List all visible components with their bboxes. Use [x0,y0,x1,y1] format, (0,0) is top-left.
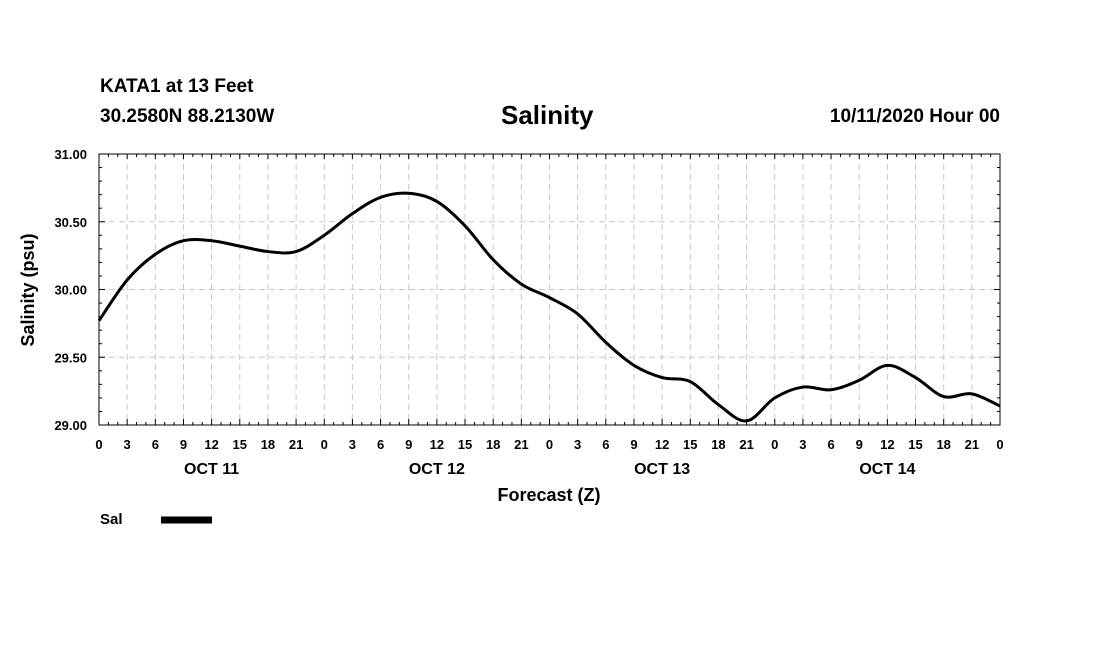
data-layer [97,191,1001,423]
x-tick-label: 15 [233,437,247,452]
legend: Sal [100,511,212,528]
x-tick-label: 6 [602,437,609,452]
x-tick-label: 0 [546,437,553,452]
x-tick-label: 18 [936,437,950,452]
data-point-sal [464,225,466,227]
data-point-sal [633,364,635,366]
coordinates-label: 30.2580N 88.2130W [100,106,275,127]
tick-layer: 0 3 6 9 12 15 18 21 0 3 6 9 12 15 18 21 0 3 6 9 12 15 18 21 0 3 6 9… [54,147,1003,478]
data-point-sal [351,213,353,215]
x-tick-label: 12 [880,437,894,452]
data-point-sal [436,200,438,202]
x-tick-label: 9 [630,437,637,452]
x-tick-label: 6 [827,437,834,452]
day-label: OCT 12 [409,461,465,478]
x-tick-label: 3 [799,437,806,452]
data-point-sal [380,196,382,198]
data-point-sal [605,341,607,343]
y-tick-label: 29.00 [54,418,87,433]
x-tick-label: 12 [655,437,669,452]
data-point-sal [323,234,325,236]
x-tick-label: 6 [377,437,384,452]
data-point-sal [549,297,550,299]
x-tick-label: 18 [261,437,275,452]
x-tick-label: 21 [514,437,528,452]
station-label: KATA1 at 13 Feet [100,76,254,97]
data-point-sal [774,397,776,399]
x-tick-label: 3 [574,437,581,452]
data-point-sal [689,381,691,383]
y-tick-label: 30.50 [54,215,87,230]
y-tick-label: 30.00 [54,283,87,298]
data-point-sal [858,379,860,381]
x-tick-label: 18 [486,437,500,452]
x-tick-label: 0 [321,437,328,452]
legend-label-sal: Sal [100,511,123,528]
x-tick-label: 0 [95,437,102,452]
data-point-sal [211,240,213,242]
data-point-sal [802,386,804,388]
day-label: OCT 14 [859,461,915,478]
grid-layer [99,154,1000,425]
y-tick-label: 29.50 [54,350,87,365]
data-point-sal [886,364,888,366]
x-tick-label: 12 [430,437,444,452]
chart-title: Salinity [501,100,594,130]
x-tick-label: 6 [152,437,159,452]
data-point-sal [295,251,297,253]
forecast-timestamp: 10/11/2020 Hour 00 [829,106,1000,127]
x-tick-label: 21 [289,437,303,452]
x-tick-label: 3 [124,437,131,452]
y-axis-label: Salinity (psu) [18,233,38,346]
x-tick-label: 15 [683,437,697,452]
x-tick-label: 15 [908,437,922,452]
x-tick-label: 9 [405,437,412,452]
data-point-sal [830,389,832,391]
x-tick-label: 18 [711,437,725,452]
data-point-sal [492,259,494,261]
data-point-sal [408,192,410,194]
data-point-sal [126,279,128,281]
x-tick-label: 9 [180,437,187,452]
data-point-sal [661,377,663,379]
data-point-sal [520,283,522,285]
data-point-sal [971,393,973,395]
data-point-sal [915,377,917,379]
x-tick-label: 12 [204,437,218,452]
x-tick-label: 0 [771,437,778,452]
data-point-sal [182,240,184,242]
x-tick-label: 15 [458,437,472,452]
day-label: OCT 11 [184,461,239,478]
x-tick-label: 9 [856,437,863,452]
x-axis-label: Forecast (Z) [497,485,600,505]
day-label: OCT 13 [634,461,690,478]
x-tick-label: 21 [965,437,979,452]
data-point-sal [717,404,719,406]
data-point-sal [577,313,579,315]
data-point-sal [154,253,156,255]
data-point-sal [943,396,945,398]
data-point-sal [267,251,269,253]
x-tick-label: 21 [739,437,753,452]
x-tick-label: 0 [996,437,1003,452]
y-tick-label: 31.00 [54,147,87,162]
data-point-sal [239,245,241,247]
x-tick-label: 3 [349,437,356,452]
